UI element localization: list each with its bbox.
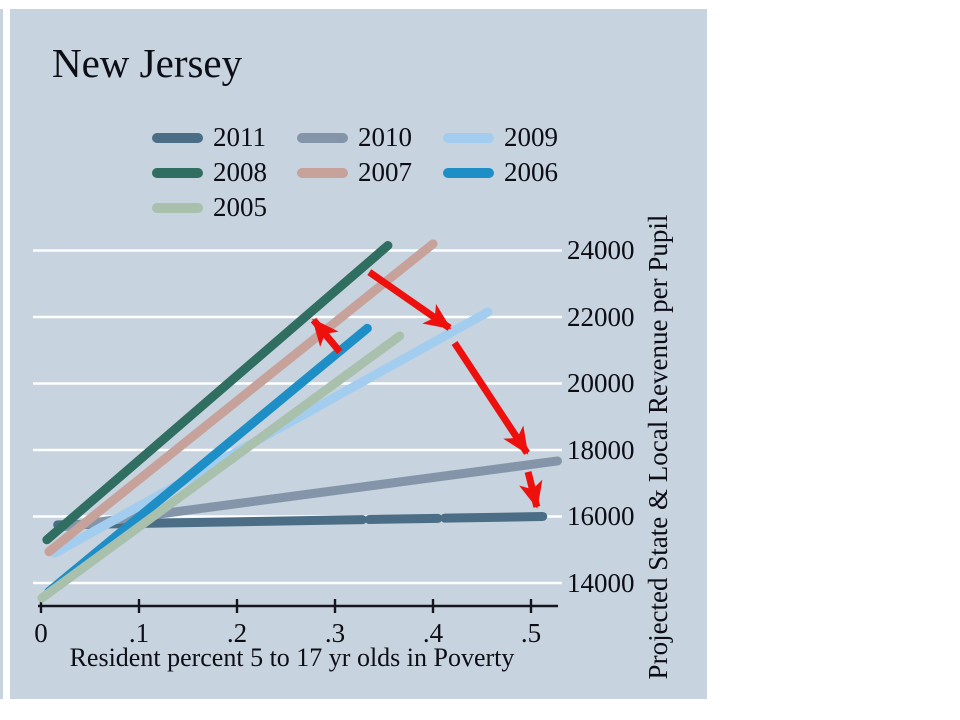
legend-swatch-2009 — [443, 132, 494, 143]
x-tick-label: .5 — [520, 618, 542, 648]
y-tick-label: 18000 — [567, 434, 635, 465]
legend-item: 2008 — [152, 159, 267, 186]
x-tick-label: .3 — [324, 618, 346, 648]
chart-title: New Jersey — [52, 40, 243, 86]
legend-label: 2010 — [358, 122, 412, 152]
legend-item: 2010 — [297, 124, 412, 151]
legend-label: 2008 — [213, 157, 267, 187]
legend-item: 2007 — [297, 159, 412, 186]
legend-swatch-2011 — [152, 132, 203, 143]
x-tick-label: .4 — [422, 618, 444, 648]
legend-item: 2011 — [152, 124, 266, 151]
legend-label: 2007 — [358, 157, 412, 187]
left-edge-stripe — [0, 9, 3, 699]
legend-label: 2006 — [504, 157, 558, 187]
legend-swatch-2008 — [152, 167, 203, 178]
y-axis-title: Projected State & Local Revenue per Pupi… — [643, 214, 673, 680]
legend-swatch-2006 — [443, 167, 494, 178]
legend-label: 2005 — [213, 192, 267, 222]
x-axis-title: Resident percent 5 to 17 yr olds in Pove… — [69, 643, 515, 672]
legend-item: 2006 — [443, 159, 558, 186]
x-tick-label: 0 — [34, 618, 48, 648]
legend-item: 2009 — [443, 124, 558, 151]
legend-item: 2005 — [152, 194, 267, 221]
y-tick-label: 20000 — [567, 368, 635, 398]
legend-swatch-2005 — [152, 202, 203, 213]
legend-label: 2011 — [213, 122, 266, 152]
y-tick-label: 14000 — [567, 567, 635, 598]
y-tick-label: 24000 — [567, 235, 635, 265]
x-tick-label: .1 — [128, 618, 150, 648]
x-tick-label: .2 — [226, 618, 248, 648]
y-tick-label: 16000 — [567, 501, 635, 531]
legend-label: 2009 — [504, 122, 558, 152]
legend-swatch-2010 — [297, 132, 348, 143]
y-tick-label: 22000 — [567, 301, 635, 332]
legend-swatch-2007 — [297, 167, 348, 178]
